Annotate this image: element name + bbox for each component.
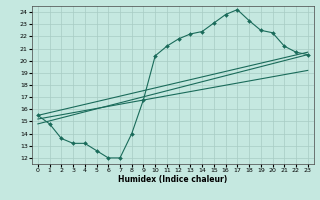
X-axis label: Humidex (Indice chaleur): Humidex (Indice chaleur) [118, 175, 228, 184]
